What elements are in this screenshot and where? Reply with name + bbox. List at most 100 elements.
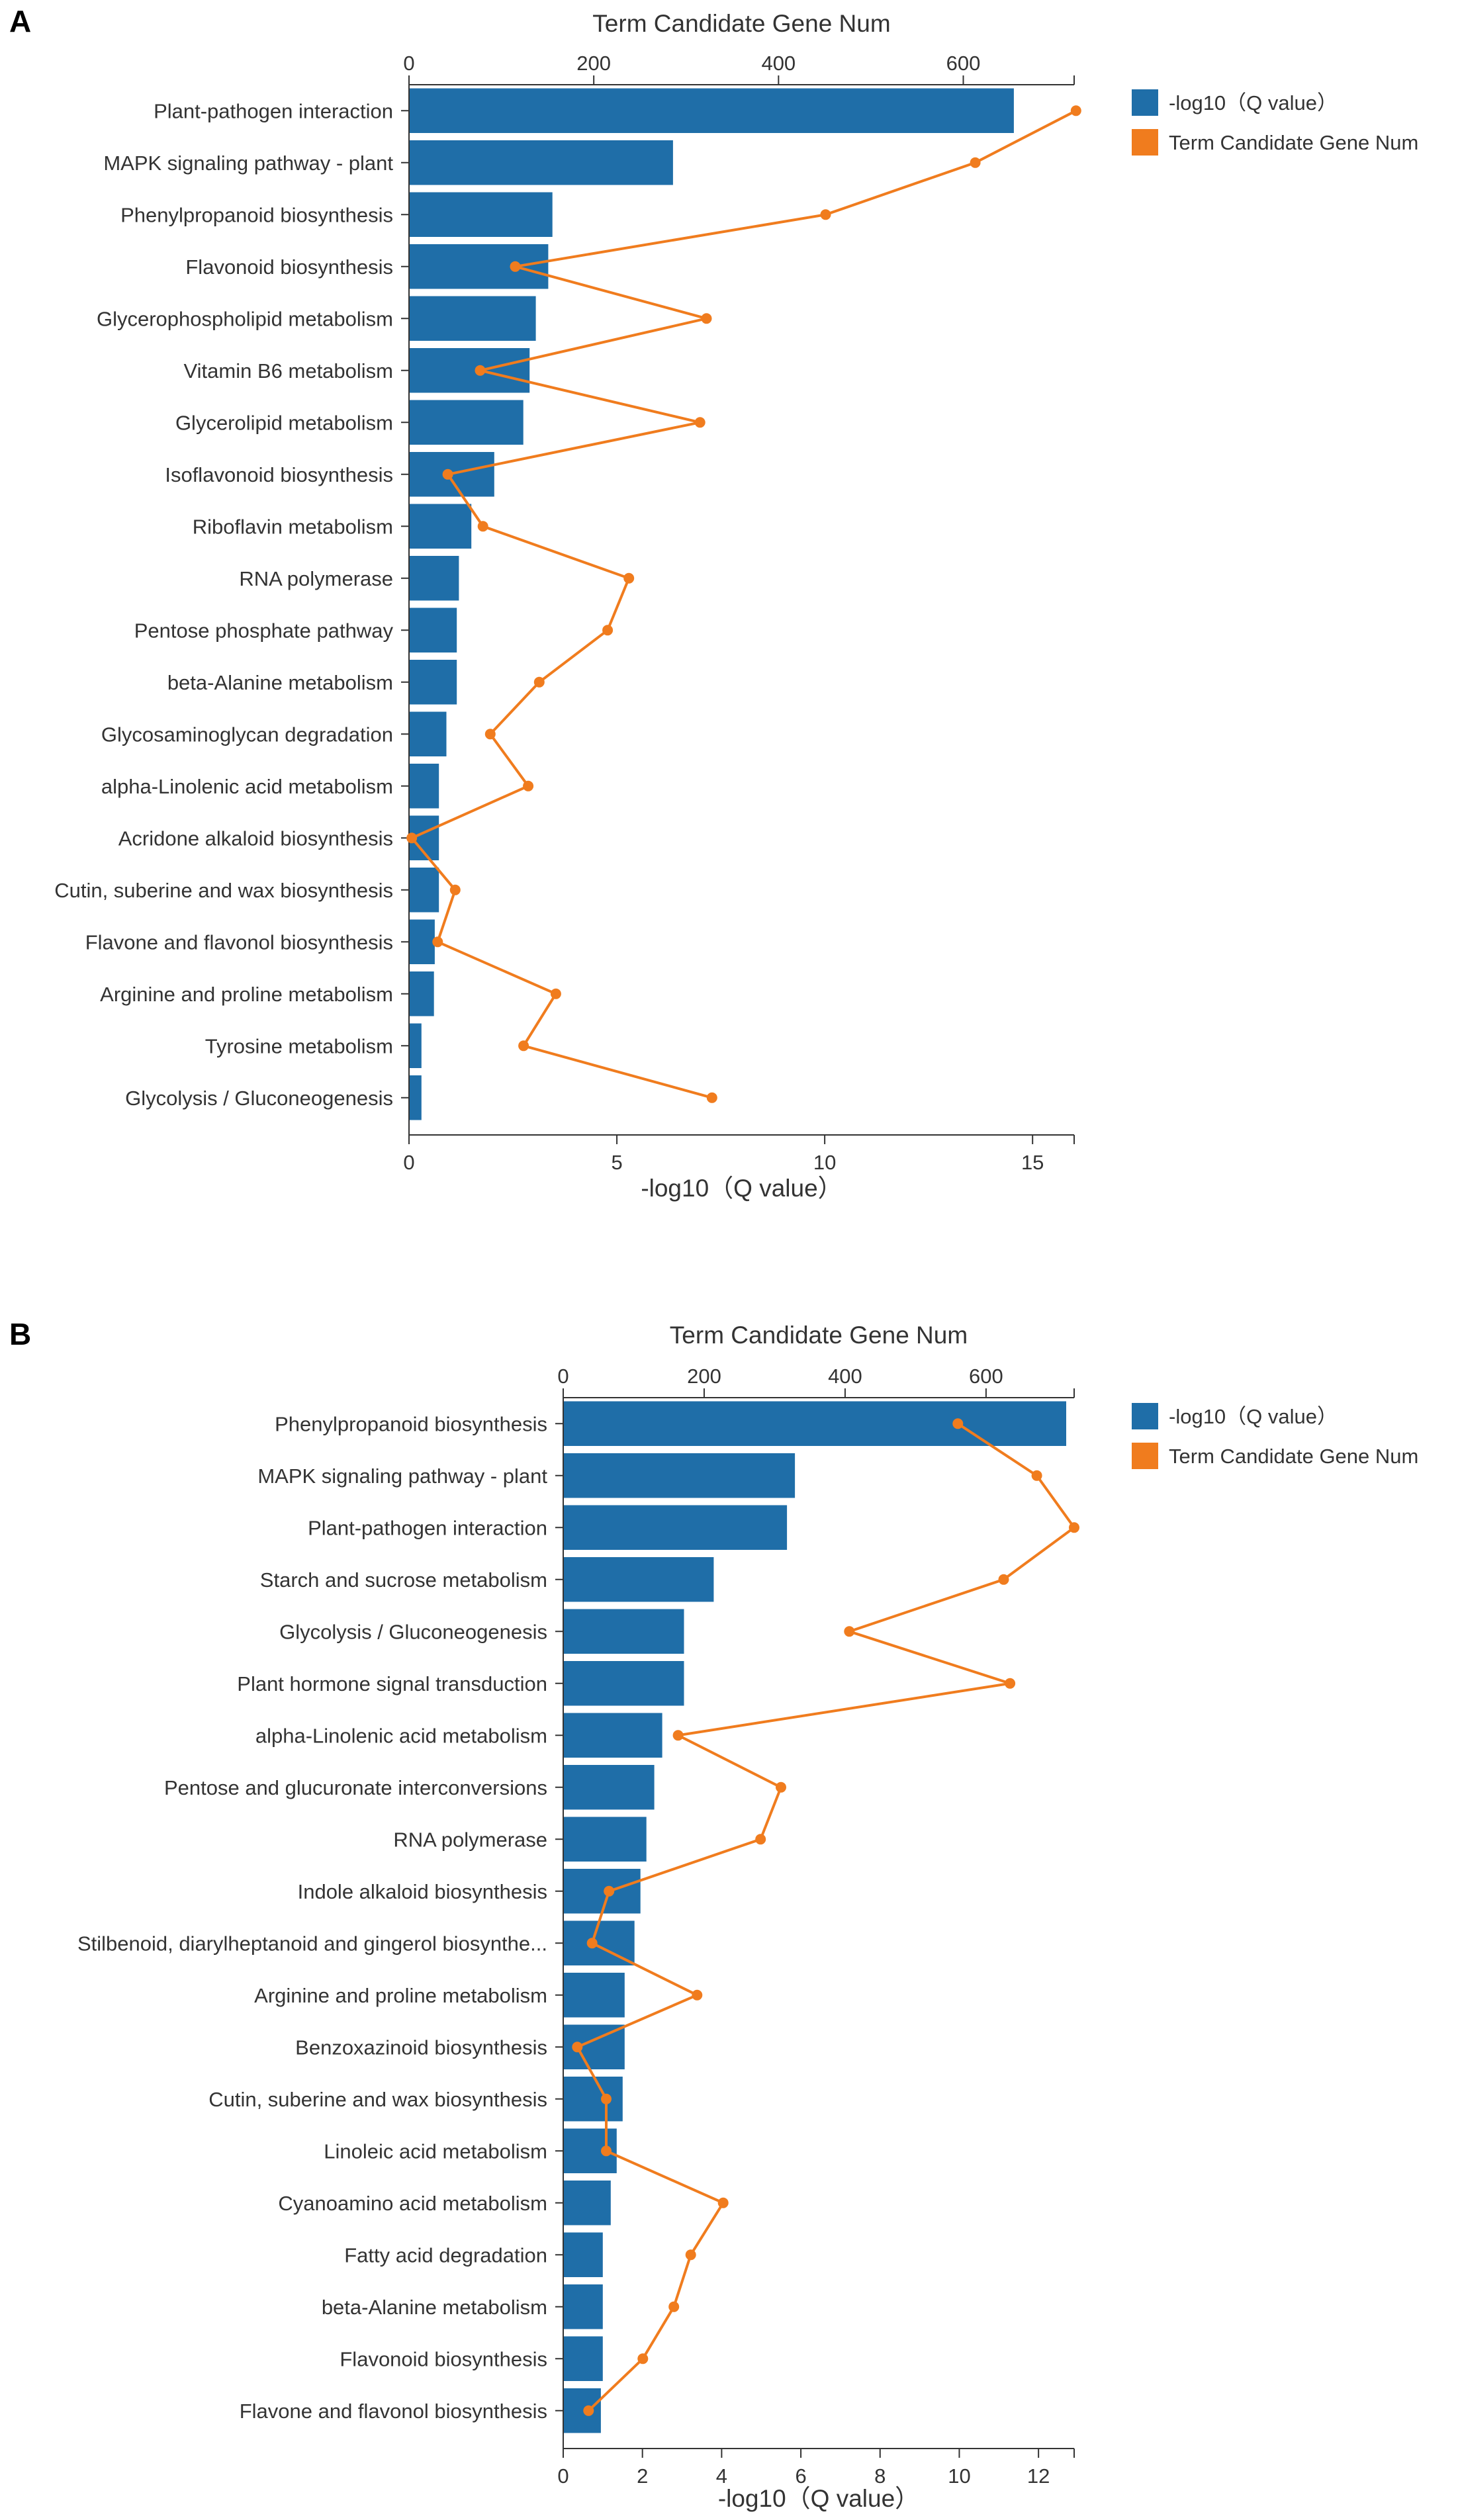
- category-label: Glycolysis / Gluconeogenesis: [125, 1087, 393, 1110]
- panel-letter: B: [9, 1317, 31, 1351]
- bar-cutin-suberine-and-wax-biosynthesis: [563, 2077, 623, 2122]
- bar-glycolysis-gluconeogenesis: [409, 1075, 422, 1120]
- gene-num-point-benzoxazinoid-biosynthesis: [572, 2042, 583, 2053]
- gene-num-point-rna-polymerase: [623, 572, 635, 584]
- gene-num-point-fatty-acid-degradation: [685, 2249, 696, 2261]
- gene-num-point-indole-alkaloid-biosynthesis: [604, 1885, 615, 1897]
- bar-flavone-and-flavonol-biosynthesis: [563, 2388, 601, 2433]
- top-axis-title: Term Candidate Gene Num: [670, 1322, 968, 1349]
- top-tick-label: 0: [403, 52, 414, 75]
- gene-num-point-cutin-suberine-and-wax-biosynthesis: [601, 2093, 612, 2104]
- legend-label-q-value: -log10（Q value）: [1169, 91, 1338, 114]
- category-label: Cyanoamino acid metabolism: [278, 2192, 547, 2215]
- bar-riboflavin-metabolism: [409, 504, 472, 549]
- bar-mapk-signaling-pathway-plant: [409, 140, 673, 185]
- chart-panel-b: B Phenylpropanoid biosynthesis MAPK signal…: [9, 1317, 1418, 2512]
- gene-num-point-phenylpropanoid-biosynthesis: [820, 209, 831, 220]
- gene-num-point-isoflavonoid-biosynthesis: [442, 469, 453, 480]
- top-axis-title: Term Candidate Gene Num: [592, 10, 890, 37]
- gene-num-line: [575, 1422, 1076, 2412]
- bar-pentose-phosphate-pathway: [409, 608, 457, 652]
- top-tick-label: 400: [828, 1365, 862, 1388]
- top-tick-label: 200: [687, 1365, 721, 1388]
- category-label: MAPK signaling pathway - plant: [257, 1464, 547, 1488]
- gene-num-point-plant-pathogen-interaction: [1069, 1522, 1079, 1533]
- category-label: Isoflavonoid biosynthesis: [165, 463, 393, 486]
- category-label: Benzoxazinoid biosynthesis: [295, 2036, 547, 2059]
- gene-num-point-flavone-and-flavonol-biosynthesis: [583, 2405, 594, 2416]
- bar-cutin-suberine-and-wax-biosynthesis: [409, 868, 439, 913]
- category-label: Cutin, suberine and wax biosynthesis: [54, 879, 393, 902]
- gene-num-point-cutin-suberine-and-wax-biosynthesis: [449, 884, 461, 895]
- legend: -log10（Q value） Term Candidate Gene Num: [1132, 89, 1418, 156]
- category-label: MAPK signaling pathway - plant: [103, 152, 393, 175]
- bottom-tick-label: 6: [795, 2464, 806, 2488]
- legend-label-q-value: -log10（Q value）: [1169, 1405, 1338, 1428]
- category-label: Fatty acid degradation: [344, 2243, 547, 2267]
- top-tick-label: 0: [557, 1365, 569, 1388]
- category-label: Cutin, suberine and wax biosynthesis: [208, 2088, 547, 2111]
- bar-fatty-acid-degradation: [563, 2232, 603, 2277]
- bottom-tick-label: 15: [1021, 1151, 1044, 1174]
- top-tick-label: 400: [761, 52, 796, 75]
- bar-flavonoid-biosynthesis: [409, 244, 549, 289]
- gene-num-point-pentose-and-glucuronate-interconversions: [776, 1781, 786, 1793]
- bar-arginine-and-proline-metabolism: [409, 971, 434, 1016]
- category-label: Flavone and flavonol biosynthesis: [240, 2400, 547, 2423]
- top-tick-label: 200: [576, 52, 611, 75]
- bottom-tick-label: 0: [557, 2464, 569, 2488]
- gene-num-point-alpha-linolenic-acid-metabolism: [672, 1730, 684, 1741]
- gene-num-point-phenylpropanoid-biosynthesis: [952, 1418, 964, 1429]
- gene-num-point-acridone-alkaloid-biosynthesis: [406, 832, 418, 844]
- gene-num-point-plant-hormone-signal-transduction: [1005, 1678, 1016, 1689]
- gene-num-point-flavonoid-biosynthesis: [637, 2353, 649, 2364]
- gene-num-point-tyrosine-metabolism: [518, 1040, 529, 1052]
- category-label: Acridone alkaloid biosynthesis: [118, 827, 393, 850]
- top-tick-label: 600: [946, 52, 981, 75]
- gene-num-point-linoleic-acid-metabolism: [601, 2145, 612, 2157]
- bar-alpha-linolenic-acid-metabolism: [409, 764, 439, 809]
- bar-mapk-signaling-pathway-plant: [563, 1453, 796, 1498]
- category-label: Phenylpropanoid biosynthesis: [275, 1412, 547, 1435]
- bar-flavone-and-flavonol-biosynthesis: [409, 919, 435, 964]
- gene-num-point-flavonoid-biosynthesis: [510, 261, 521, 272]
- category-label: Arginine and proline metabolism: [100, 983, 393, 1006]
- category-label: Phenylpropanoid biosynthesis: [120, 203, 393, 226]
- gene-num-point-rna-polymerase: [755, 1834, 766, 1845]
- bar-tyrosine-metabolism: [409, 1023, 422, 1068]
- bar-rna-polymerase: [563, 1817, 647, 1862]
- category-label: Glycosaminoglycan degradation: [101, 723, 393, 746]
- category-label: Glycerophospholipid metabolism: [97, 307, 393, 330]
- bar-plant-pathogen-interaction: [563, 1505, 788, 1550]
- category-label: Flavone and flavonol biosynthesis: [85, 930, 393, 954]
- bar-plant-pathogen-interaction: [409, 88, 1014, 133]
- gene-num-point-beta-alanine-metabolism: [668, 2301, 680, 2312]
- gene-num-point-flavone-and-flavonol-biosynthesis: [432, 936, 443, 948]
- bar-flavonoid-biosynthesis: [563, 2336, 603, 2381]
- gene-num-point-cyanoamino-acid-metabolism: [717, 2197, 729, 2208]
- bar-glycosaminoglycan-degradation: [409, 711, 447, 756]
- category-label: Flavonoid biosynthesis: [340, 2347, 547, 2370]
- category-label: Linoleic acid metabolism: [324, 2139, 547, 2163]
- gene-num-line: [409, 109, 1077, 1099]
- bar-beta-alanine-metabolism: [563, 2284, 603, 2329]
- category-label: Glycerolipid metabolism: [175, 411, 393, 434]
- bar-glycerophospholipid-metabolism: [409, 296, 536, 341]
- gene-num-point-mapk-signaling-pathway-plant: [970, 157, 981, 168]
- bar-phenylpropanoid-biosynthesis: [563, 1401, 1066, 1446]
- gene-num-point-glycolysis-gluconeogenesis: [706, 1092, 717, 1103]
- category-label: Stilbenoid, diarylheptanoid and gingerol…: [77, 1932, 547, 1955]
- gene-num-point-vitamin-b6-metabolism: [475, 365, 486, 376]
- category-label: Arginine and proline metabolism: [254, 1984, 547, 2007]
- panel-letter: A: [9, 4, 31, 38]
- bar-phenylpropanoid-biosynthesis: [409, 192, 553, 237]
- category-label: alpha-Linolenic acid metabolism: [255, 1724, 547, 1747]
- bottom-tick-label: 4: [716, 2464, 727, 2488]
- bar-glycolysis-gluconeogenesis: [563, 1609, 684, 1654]
- gene-num-point-pentose-phosphate-pathway: [602, 625, 614, 636]
- bar-alpha-linolenic-acid-metabolism: [563, 1713, 662, 1758]
- gene-num-point-alpha-linolenic-acid-metabolism: [523, 780, 534, 791]
- gene-num-point-plant-pathogen-interaction: [1070, 105, 1081, 116]
- gene-num-point-glycosaminoglycan-degradation: [484, 729, 496, 740]
- bar-vitamin-b6-metabolism: [409, 348, 530, 393]
